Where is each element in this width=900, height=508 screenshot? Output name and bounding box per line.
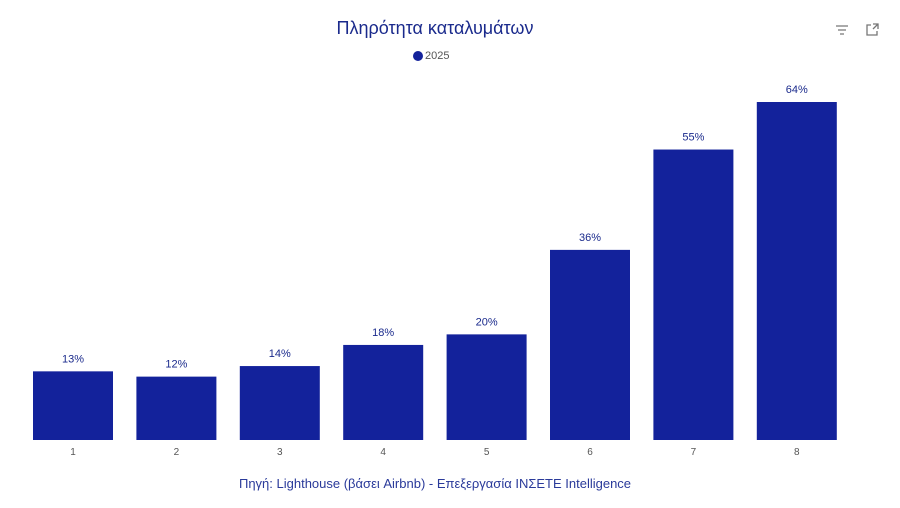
chart-title: Πληρότητα καταλυμάτων xyxy=(336,18,534,38)
data-label: 55% xyxy=(682,132,704,144)
bar[interactable] xyxy=(756,102,837,440)
expand-icon[interactable] xyxy=(864,22,880,38)
x-tick-label: 5 xyxy=(484,447,490,458)
x-tick-label: 7 xyxy=(691,447,697,458)
legend-marker xyxy=(413,51,423,61)
bar[interactable] xyxy=(343,344,424,440)
bar[interactable] xyxy=(446,334,527,440)
data-label: 18% xyxy=(372,327,394,339)
data-label: 13% xyxy=(62,353,84,365)
bar[interactable] xyxy=(239,366,320,440)
data-label: 36% xyxy=(579,232,601,244)
x-tick-label: 1 xyxy=(70,447,76,458)
data-label: 14% xyxy=(269,348,291,360)
legend-item[interactable]: 2025 xyxy=(413,50,449,62)
data-label: 12% xyxy=(165,359,187,371)
bar[interactable] xyxy=(653,149,734,440)
legend-label: 2025 xyxy=(425,50,450,62)
x-tick-label: 6 xyxy=(587,447,593,458)
source-note: Πηγή: Lighthouse (βάσει Airbnb) - Επεξερ… xyxy=(238,476,632,491)
bar[interactable] xyxy=(33,371,113,440)
bar[interactable] xyxy=(550,249,630,440)
data-label: 20% xyxy=(476,316,498,328)
filter-icon[interactable] xyxy=(834,22,850,38)
x-tick-label: 2 xyxy=(174,447,180,458)
data-label: 64% xyxy=(786,84,808,96)
x-tick-label: 4 xyxy=(380,447,386,458)
x-tick-label: 8 xyxy=(794,447,800,458)
x-tick-label: 3 xyxy=(277,447,283,458)
bar[interactable] xyxy=(136,376,217,440)
